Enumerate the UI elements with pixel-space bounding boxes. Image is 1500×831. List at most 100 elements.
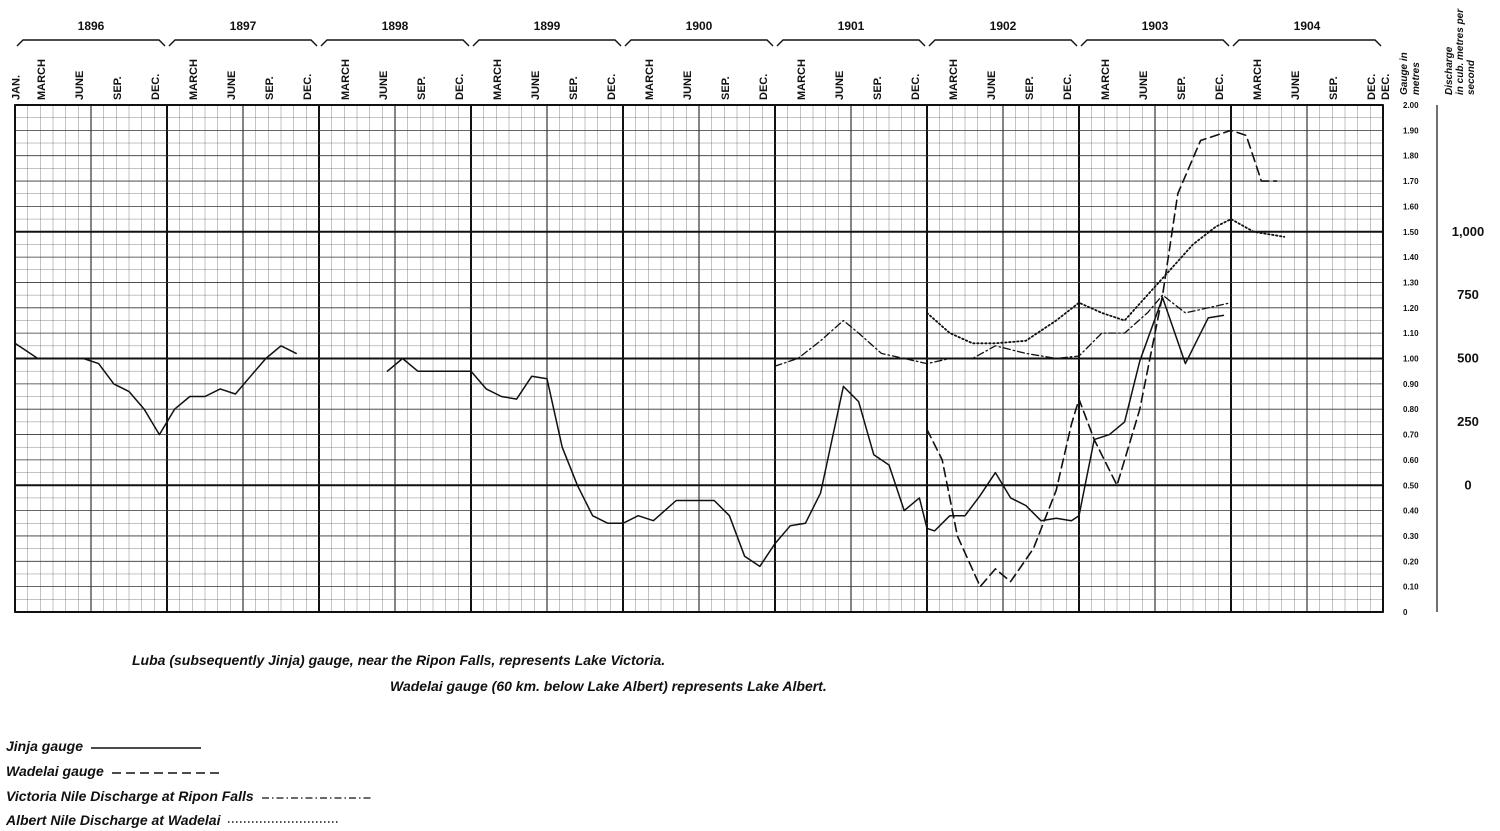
year-label: 1904 (1294, 19, 1321, 33)
year-brace (928, 39, 1078, 47)
month-label: SEP. (1328, 76, 1340, 100)
month-label: DEC. (1214, 74, 1226, 100)
month-label: JUNE (74, 71, 86, 100)
gauge-tick-label: 0.20 (1403, 557, 1419, 566)
series-line-albert-nile-discharge-at-wadelai (926, 218, 1286, 345)
gauge-tick-label: 1.50 (1403, 228, 1419, 237)
chart-header: 1896 1897 1898 1899 1900 1901 1902 1903 1904 JAN.… (10, 19, 1392, 100)
gauge-tick-label: 1.10 (1403, 329, 1419, 338)
gauge-tick-label: 0.90 (1403, 380, 1419, 389)
month-label: JUNE (1138, 71, 1150, 100)
year-label: 1903 (1142, 19, 1169, 33)
month-label: SEP. (1024, 76, 1036, 100)
legend-swatch-solid (91, 747, 202, 749)
month-label: JUNE (682, 71, 694, 100)
gauge-tick-label: 0.10 (1403, 583, 1419, 592)
gauge-axis-title: metres (1411, 62, 1422, 95)
legend-item-victoria-nile: Victoria Nile Discharge at Ripon Falls (6, 786, 372, 806)
legend-label: Jinja gauge (6, 738, 84, 754)
month-label: DEC. (1062, 74, 1074, 100)
gauge-tick-label: 0.50 (1403, 481, 1419, 490)
gauge-tick-label: 1.20 (1403, 304, 1419, 313)
month-label: DEC. (606, 74, 618, 100)
gauge-tick-label: 1.30 (1403, 278, 1419, 287)
month-label: JUNE (226, 71, 238, 100)
discharge-axis-title: second (1466, 59, 1477, 95)
year-brace (168, 39, 318, 47)
right-axes: 0 0.10 0.20 0.30 0.40 0.50 0.60 0.70 0.80 0.90 1.0… (1399, 8, 1484, 617)
series-line-jinja-gauge (14, 342, 297, 436)
annotation-wadelai: Wadelai gauge (60 km. below Lake Albert)… (390, 678, 827, 694)
discharge-tick-label: 0 (1464, 477, 1471, 492)
month-label: JUNE (530, 71, 542, 100)
month-label: SEP. (264, 76, 276, 100)
discharge-tick-label: 750 (1457, 287, 1479, 302)
year-label: 1901 (838, 19, 865, 33)
month-label: DEC. (302, 74, 314, 100)
month-label: DEC. (910, 74, 922, 100)
gauge-tick-label: 0.70 (1403, 431, 1419, 440)
gauge-tick-label: 1.70 (1403, 177, 1419, 186)
legend-label: Albert Nile Discharge at Wadelai (6, 812, 221, 828)
month-label: JUNE (1290, 71, 1302, 100)
year-brace (624, 39, 774, 47)
year-label: 1897 (230, 19, 257, 33)
discharge-tick-label: 500 (1457, 351, 1479, 366)
discharge-tick-label: 250 (1457, 414, 1479, 429)
series-line-victoria-nile-discharge-at-ripon-falls (774, 294, 1232, 367)
annotation-luba: Luba (subsequently Jinja) gauge, near th… (132, 652, 666, 668)
month-label: JAN. (10, 75, 22, 100)
legend-label: Wadelai gauge (6, 763, 104, 779)
discharge-axis-title: Discharge (1444, 46, 1455, 95)
legend-swatch-dashed (111, 772, 222, 774)
month-label: SEP. (872, 76, 884, 100)
legend-label: Victoria Nile Discharge at Ripon Falls (6, 788, 254, 804)
legend-item-wadelai: Wadelai gauge (6, 761, 222, 781)
series-line-jinja-gauge (386, 296, 1225, 568)
legend-swatch-dotted (228, 821, 339, 823)
legend-swatch-dash-dot (261, 797, 372, 799)
month-label: JUNE (378, 71, 390, 100)
gauge-tick-label: 0 (1403, 608, 1408, 617)
month-label: DEC. (1366, 74, 1378, 100)
month-label: SEP. (568, 76, 580, 100)
month-label: MARCH (948, 59, 960, 100)
month-label: DEC. (758, 74, 770, 100)
month-label: SEP. (416, 76, 428, 100)
legend-item-albert-nile: Albert Nile Discharge at Wadelai (6, 810, 339, 830)
gauge-tick-label: 0.80 (1403, 405, 1419, 414)
month-label: MARCH (36, 59, 48, 100)
month-label: MARCH (188, 59, 200, 100)
month-label: MARCH (644, 59, 656, 100)
gauge-axis-title: Gauge in (1399, 52, 1410, 95)
month-label: DEC. (454, 74, 466, 100)
year-label: 1896 (78, 19, 105, 33)
discharge-axis-title: in cub. metres per (1455, 8, 1466, 95)
gauge-tick-label: 0.40 (1403, 507, 1419, 516)
month-label: MARCH (796, 59, 808, 100)
year-brace (16, 39, 166, 47)
gauge-tick-label: 1.90 (1403, 126, 1419, 135)
year-brace (1232, 39, 1382, 47)
month-label: DEC. (150, 74, 162, 100)
month-label: SEP. (1176, 76, 1188, 100)
gauge-tick-label: 2.00 (1403, 101, 1419, 110)
series-layer (14, 129, 1286, 588)
year-label: 1899 (534, 19, 561, 33)
month-label: MARCH (340, 59, 352, 100)
year-label: 1900 (686, 19, 713, 33)
month-label: MARCH (1100, 59, 1112, 100)
gauge-tick-label: 0.30 (1403, 532, 1419, 541)
gauge-tick-label: 1.60 (1403, 202, 1419, 211)
series-line-wadelai-gauge (926, 129, 1278, 588)
month-label: JUNE (834, 71, 846, 100)
month-label: MARCH (492, 59, 504, 100)
discharge-tick-label: 1,000 (1452, 224, 1485, 239)
gauge-tick-label: 1.80 (1403, 152, 1419, 161)
month-label: JUNE (986, 71, 998, 100)
year-brace (472, 39, 622, 47)
month-label: SEP. (112, 76, 124, 100)
gauge-tick-label: 1.40 (1403, 253, 1419, 262)
month-label: SEP. (720, 76, 732, 100)
